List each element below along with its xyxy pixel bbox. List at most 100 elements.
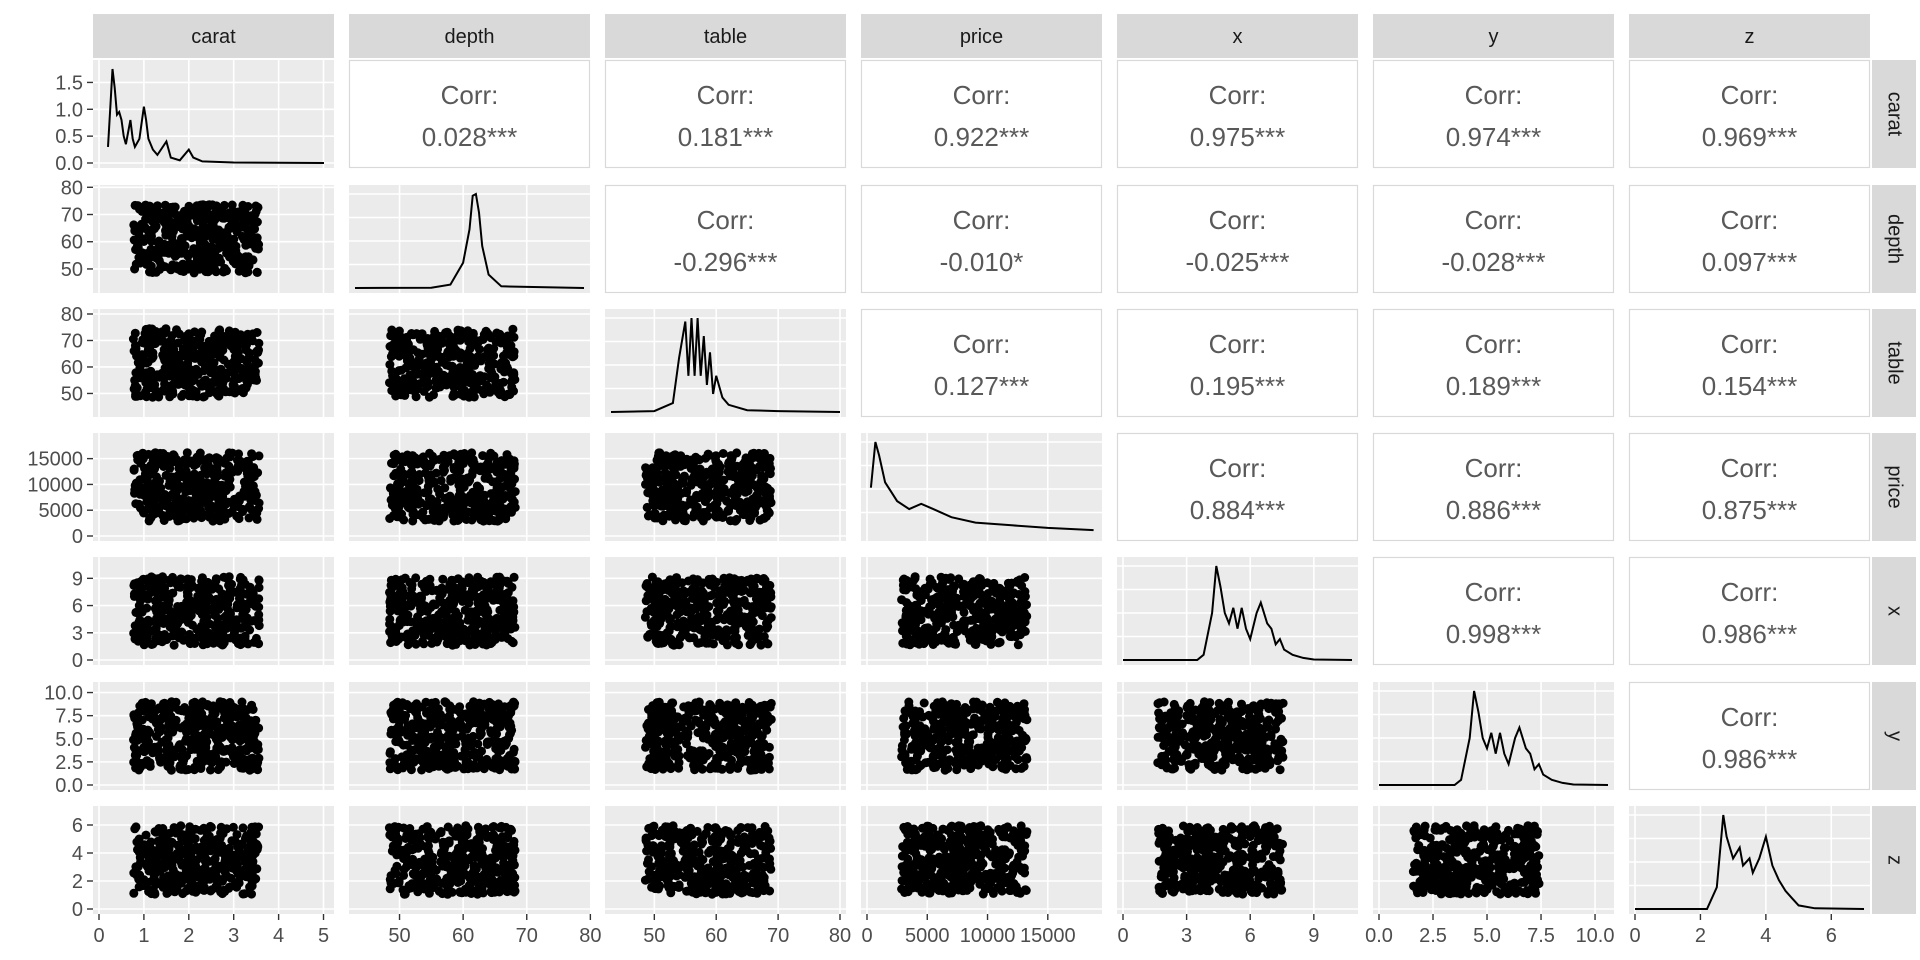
- scatter-point: [137, 607, 147, 617]
- scatter-point: [163, 452, 173, 461]
- scatter-point: [431, 351, 441, 361]
- scatter-point: [399, 390, 409, 400]
- scatter-point: [131, 368, 141, 378]
- scatter-point: [422, 576, 432, 586]
- panel-depth-z: Corr:0.097***: [1628, 184, 1871, 294]
- scatter-point: [483, 472, 493, 482]
- scatter-point: [449, 613, 459, 623]
- scatter-point: [987, 623, 997, 633]
- scatter-point: [183, 503, 193, 513]
- scatter-point: [969, 604, 979, 614]
- scatter-point: [159, 337, 169, 347]
- scatter-point: [447, 575, 457, 585]
- scatter-point: [142, 634, 152, 644]
- scatter-point: [694, 614, 704, 624]
- scatter-point: [425, 751, 435, 761]
- scatter-point: [1003, 578, 1013, 588]
- scatter-point: [167, 727, 177, 737]
- scatter-point: [449, 377, 458, 387]
- scatter-point: [181, 455, 191, 465]
- scatter-point: [949, 620, 959, 630]
- scatter-point: [221, 573, 231, 583]
- scatter-point: [466, 352, 476, 362]
- scatter-point: [241, 240, 251, 250]
- corr-label: Corr:: [1209, 80, 1267, 110]
- panel-table-price: Corr:0.127***: [860, 308, 1103, 418]
- panel-price-z: Corr:0.875***: [1628, 432, 1871, 542]
- scatter-point: [400, 573, 410, 583]
- scatter-point: [442, 493, 452, 503]
- scatter-point: [1006, 623, 1016, 633]
- scatter-point: [131, 245, 141, 255]
- strip-label-z: z: [1745, 26, 1755, 48]
- scatter-point: [135, 503, 145, 513]
- scatter-point: [144, 516, 154, 526]
- corr-label: Corr:: [953, 205, 1011, 235]
- scatter-point: [222, 728, 232, 738]
- scatter-point: [655, 448, 665, 458]
- scatter-point: [498, 621, 508, 631]
- scatter-point: [243, 267, 253, 277]
- scatter-point: [406, 385, 416, 395]
- scatter-point: [176, 266, 186, 276]
- scatter-point: [219, 355, 229, 365]
- scatter-point: [462, 629, 472, 639]
- scatter-point: [145, 232, 155, 242]
- scatter-point: [164, 248, 174, 258]
- panel-depth-table: Corr:-0.296***: [604, 184, 847, 294]
- scatter-point: [453, 325, 463, 335]
- strip-label-carat: carat: [1884, 92, 1906, 137]
- scatter-point: [152, 589, 162, 599]
- strip-label-table: table: [704, 26, 747, 48]
- scatter-point: [714, 459, 723, 469]
- scatter-point: [182, 448, 192, 458]
- scatter-point: [712, 615, 722, 625]
- corr-value: 0.884***: [1190, 495, 1285, 525]
- scatter-point: [150, 616, 160, 626]
- scatter-point: [503, 578, 513, 588]
- scatter-point: [912, 588, 922, 598]
- scatter-point: [429, 390, 438, 400]
- scatter-point: [239, 722, 249, 732]
- scatter-point: [390, 503, 400, 513]
- scatter-point: [131, 342, 141, 352]
- scatter-point: [178, 375, 188, 385]
- scatter-point: [486, 366, 496, 376]
- scatter-point: [481, 583, 491, 593]
- scatter-point: [663, 485, 673, 495]
- scatter-point: [705, 488, 715, 498]
- panel-x-carat: [93, 557, 334, 665]
- scatter-point: [502, 337, 512, 347]
- scatter-point: [192, 730, 202, 740]
- scatter-point: [186, 740, 196, 750]
- scatter-point: [949, 583, 958, 593]
- scatter-point: [199, 366, 209, 376]
- scatter-point: [499, 602, 509, 612]
- scatter-point: [237, 735, 247, 745]
- scatter-point: [766, 498, 776, 508]
- scatter-point: [423, 722, 433, 731]
- scatter-point: [159, 516, 169, 525]
- scatter-point: [507, 479, 517, 489]
- scatter-point: [433, 727, 442, 737]
- scatter-point: [426, 358, 436, 368]
- scatter-point: [423, 336, 433, 346]
- scatter-point: [151, 455, 161, 465]
- scatter-point: [699, 606, 709, 616]
- scatter-point: [698, 578, 708, 588]
- scatter-point: [765, 580, 775, 590]
- scatter-point: [205, 223, 215, 233]
- scatter-point: [210, 246, 220, 256]
- scatter-point: [959, 582, 969, 592]
- scatter-point: [159, 490, 169, 500]
- scatter-point: [209, 603, 218, 612]
- scatter-point: [232, 250, 242, 260]
- scatter-point: [484, 344, 494, 354]
- scatter-point: [234, 751, 244, 760]
- scatter-point: [650, 582, 660, 592]
- corr-value: 0.986***: [1702, 619, 1797, 649]
- scatter-point: [743, 469, 753, 479]
- scatter-point: [458, 475, 468, 485]
- scatter-point: [177, 234, 186, 243]
